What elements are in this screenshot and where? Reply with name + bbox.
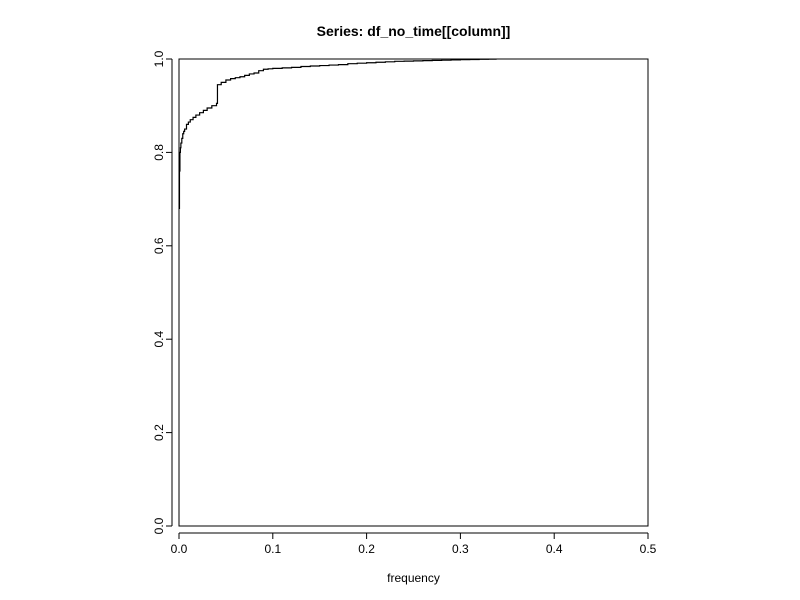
plot-frame: [178, 58, 649, 527]
y-tick-label: 0.6: [152, 237, 166, 254]
x-tick-label: 0.1: [264, 542, 281, 556]
y-tick-label: 0.8: [152, 144, 166, 161]
x-tick-label: 0.4: [546, 542, 563, 556]
y-tick-label: 0.4: [152, 331, 166, 348]
x-tick-label: 0.2: [358, 542, 375, 556]
x-tick-label: 0.0: [171, 542, 188, 556]
x-axis: 0.0 0.1 0.2 0.3 0.4 0.5: [171, 532, 657, 556]
x-tick-label: 0.5: [640, 542, 657, 556]
series-line-0: [178, 58, 497, 210]
y-tick-label: 0.0: [152, 517, 166, 534]
y-axis: 0.0 0.2 0.4 0.6 0.8 1.0: [152, 50, 173, 534]
y-tick-label: 1.0: [152, 50, 166, 67]
y-tick-label: 0.2: [152, 424, 166, 441]
chart-title: Series: df_no_time[[column]]: [317, 23, 511, 39]
x-tick-label: 0.3: [452, 542, 469, 556]
x-axis-label: frequency: [387, 571, 440, 585]
series-layer: [178, 58, 497, 210]
